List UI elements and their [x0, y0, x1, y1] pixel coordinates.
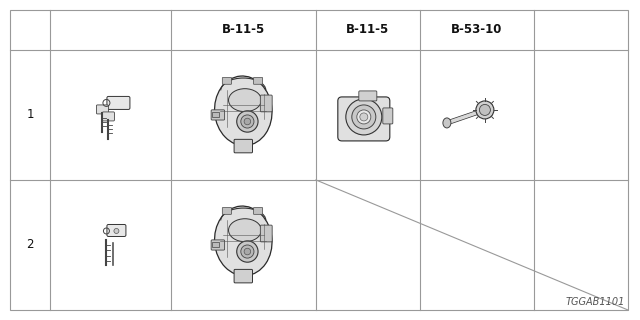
Ellipse shape [244, 118, 251, 125]
FancyBboxPatch shape [107, 96, 130, 109]
FancyBboxPatch shape [338, 97, 390, 141]
FancyBboxPatch shape [359, 91, 377, 101]
FancyBboxPatch shape [253, 208, 262, 214]
Ellipse shape [241, 245, 254, 258]
FancyBboxPatch shape [253, 77, 262, 84]
Ellipse shape [476, 101, 494, 119]
Ellipse shape [244, 248, 251, 255]
FancyBboxPatch shape [107, 224, 126, 236]
Circle shape [357, 110, 371, 124]
FancyBboxPatch shape [383, 108, 393, 124]
Ellipse shape [228, 219, 261, 242]
Circle shape [360, 113, 368, 121]
FancyBboxPatch shape [222, 77, 232, 84]
Text: TGGAB1101: TGGAB1101 [566, 297, 625, 307]
FancyBboxPatch shape [222, 208, 232, 214]
FancyBboxPatch shape [234, 139, 253, 153]
Bar [212, 242, 219, 247]
Text: B-11-5: B-11-5 [346, 23, 390, 36]
Ellipse shape [237, 241, 258, 262]
Text: 1: 1 [26, 108, 34, 121]
FancyBboxPatch shape [211, 240, 225, 250]
FancyBboxPatch shape [260, 95, 272, 112]
FancyBboxPatch shape [211, 110, 225, 120]
Ellipse shape [214, 206, 272, 276]
Circle shape [114, 228, 119, 234]
Ellipse shape [443, 118, 451, 128]
Circle shape [346, 99, 382, 135]
Ellipse shape [241, 115, 254, 128]
Bar [212, 112, 219, 116]
FancyBboxPatch shape [234, 269, 253, 283]
FancyBboxPatch shape [260, 225, 272, 242]
Ellipse shape [214, 76, 272, 146]
Text: B-53-10: B-53-10 [451, 23, 502, 36]
Text: 2: 2 [26, 238, 34, 252]
Ellipse shape [228, 89, 261, 112]
Ellipse shape [237, 111, 258, 132]
FancyBboxPatch shape [102, 112, 115, 121]
Circle shape [352, 105, 376, 129]
FancyBboxPatch shape [97, 105, 108, 114]
Ellipse shape [479, 104, 490, 116]
Text: B-11-5: B-11-5 [221, 23, 265, 36]
